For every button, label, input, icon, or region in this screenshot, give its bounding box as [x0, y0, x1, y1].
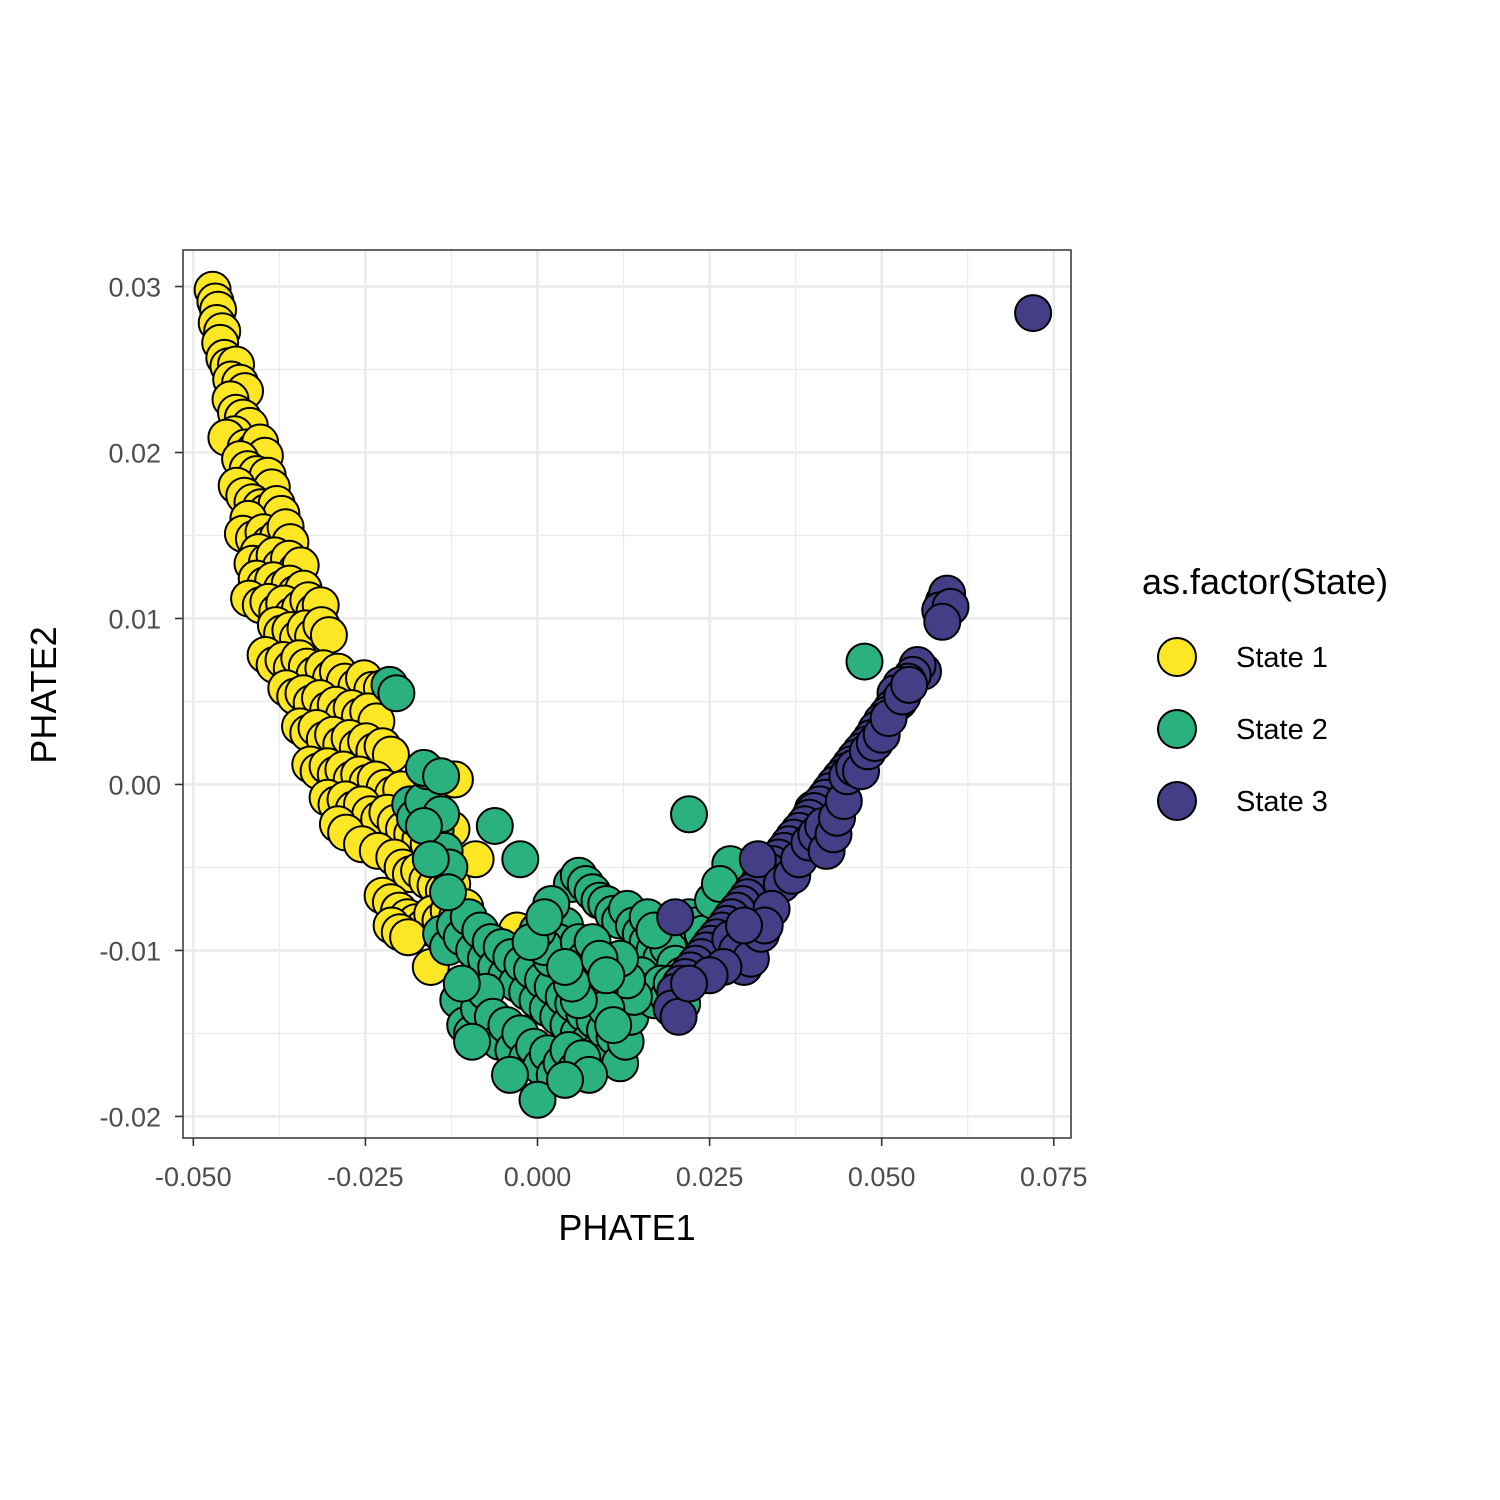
- y-tick-label: -0.02: [99, 1102, 161, 1132]
- point-state-2: [477, 808, 513, 844]
- point-state-2: [406, 808, 442, 844]
- point-state-2: [547, 1062, 583, 1098]
- point-state-2: [547, 949, 583, 985]
- x-tick-label: 0.050: [848, 1162, 916, 1192]
- point-state-3: [891, 667, 927, 703]
- x-axis-title: PHATE1: [558, 1207, 695, 1248]
- legend: as.factor(State) State 1 State 2 State 3: [1142, 561, 1388, 820]
- point-state-3: [924, 604, 960, 640]
- point-state-3: [661, 999, 697, 1035]
- point-state-1: [390, 919, 426, 955]
- point-state-2: [423, 758, 459, 794]
- point-state-2: [378, 675, 414, 711]
- x-tick-label: 0.025: [676, 1162, 744, 1192]
- x-tick-label: -0.050: [155, 1162, 232, 1192]
- y-tick-label: 0.02: [108, 438, 161, 468]
- x-tick-label: -0.025: [327, 1162, 404, 1192]
- x-tick-label: 0.000: [504, 1162, 572, 1192]
- point-state-2: [444, 966, 480, 1002]
- x-axis: -0.050 -0.025 0.000 0.025 0.050 0.075: [155, 1138, 1088, 1192]
- y-tick-label: -0.01: [99, 936, 161, 966]
- point-state-2: [526, 899, 562, 935]
- legend-key-state-2: [1158, 710, 1196, 748]
- legend-key-state-1: [1158, 638, 1196, 676]
- point-state-3: [671, 966, 707, 1002]
- point-state-2: [588, 957, 624, 993]
- legend-label-state-1: State 1: [1236, 642, 1328, 674]
- point-state-2: [454, 1024, 490, 1060]
- point-state-2: [492, 1057, 528, 1093]
- point-state-3: [657, 899, 693, 935]
- legend-label-state-2: State 2: [1236, 714, 1328, 746]
- x-tick-label: 0.075: [1020, 1162, 1088, 1192]
- point-state-2: [430, 874, 466, 910]
- point-state-2: [595, 1007, 631, 1043]
- legend-key-state-3: [1158, 782, 1196, 820]
- point-state-3: [726, 908, 762, 944]
- data-points: [195, 272, 1052, 1118]
- legend-items: State 1 State 2 State 3: [1158, 638, 1328, 820]
- point-state-2: [502, 841, 538, 877]
- y-axis-title: PHATE2: [23, 626, 64, 763]
- point-state-3: [1015, 295, 1051, 331]
- point-state-2: [847, 644, 883, 680]
- y-axis: -0.02 -0.01 0.00 0.01 0.02 0.03: [99, 273, 183, 1133]
- y-tick-label: 0.01: [108, 604, 161, 634]
- y-tick-label: 0.03: [108, 273, 161, 303]
- point-state-1: [311, 617, 347, 653]
- y-tick-label: 0.00: [108, 770, 161, 800]
- legend-title: as.factor(State): [1142, 561, 1388, 602]
- point-state-2: [413, 841, 449, 877]
- point-state-2: [671, 796, 707, 832]
- legend-label-state-3: State 3: [1236, 786, 1328, 818]
